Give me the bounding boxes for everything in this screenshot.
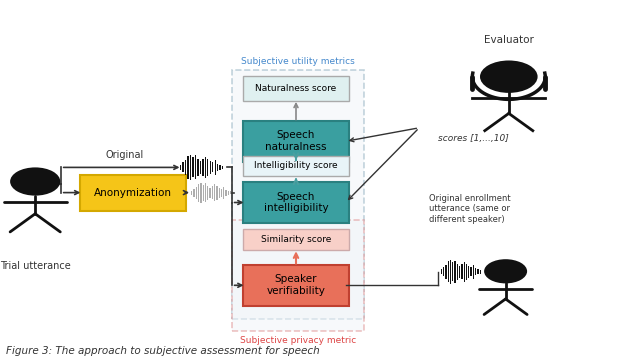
Bar <box>477 269 479 274</box>
Bar <box>223 187 225 199</box>
Bar <box>459 266 460 278</box>
Text: Speaker
verifiability: Speaker verifiability <box>267 274 325 296</box>
Bar <box>188 156 189 179</box>
Bar <box>216 186 218 199</box>
Bar <box>182 162 184 172</box>
FancyBboxPatch shape <box>243 121 349 162</box>
Text: Speech
intelligibility: Speech intelligibility <box>264 192 328 213</box>
Text: Figure 3: The approach to subjective assessment for speech: Figure 3: The approach to subjective ass… <box>6 346 320 356</box>
Bar <box>202 185 204 201</box>
FancyBboxPatch shape <box>243 156 349 176</box>
Bar <box>445 265 447 279</box>
Bar <box>207 158 209 176</box>
Bar <box>205 183 206 202</box>
Text: Original enrollment
utterance (same or
different speaker): Original enrollment utterance (same or d… <box>429 194 511 224</box>
Bar <box>192 157 194 177</box>
Circle shape <box>10 167 60 195</box>
Text: scores [1,...,10]: scores [1,...,10] <box>438 134 509 143</box>
Bar <box>447 261 449 282</box>
Text: Trial utterance: Trial utterance <box>0 261 70 271</box>
Bar <box>221 189 222 197</box>
FancyBboxPatch shape <box>80 175 186 211</box>
Bar <box>212 162 213 172</box>
Bar <box>200 183 202 202</box>
Text: Subjective privacy metric: Subjective privacy metric <box>240 336 356 345</box>
Bar <box>468 266 470 278</box>
Bar <box>473 265 474 279</box>
Bar <box>222 166 223 169</box>
Bar <box>214 160 216 175</box>
Bar <box>196 187 197 199</box>
Bar <box>185 160 186 175</box>
Bar <box>228 191 229 194</box>
Bar <box>466 264 467 280</box>
Bar <box>457 264 458 280</box>
Bar <box>200 161 201 174</box>
Bar <box>195 156 196 179</box>
Bar <box>475 268 476 275</box>
FancyBboxPatch shape <box>243 182 349 223</box>
Bar <box>193 189 195 197</box>
Bar <box>190 155 191 180</box>
Bar <box>441 269 442 274</box>
Bar <box>470 267 472 276</box>
Text: Speech
naturalness: Speech naturalness <box>265 130 327 152</box>
Text: Anonymization: Anonymization <box>94 188 172 198</box>
Text: Original: Original <box>106 150 144 160</box>
Text: Similarity score: Similarity score <box>261 235 331 244</box>
Bar <box>205 157 206 178</box>
Bar <box>232 220 364 331</box>
Bar <box>230 191 231 194</box>
Bar <box>212 186 213 199</box>
Text: Intelligibility score: Intelligibility score <box>254 161 338 170</box>
Bar <box>452 262 453 281</box>
Bar <box>197 158 198 176</box>
Bar <box>461 264 463 279</box>
Bar <box>443 267 444 276</box>
Circle shape <box>480 60 538 93</box>
FancyBboxPatch shape <box>243 229 349 250</box>
Bar <box>225 190 227 195</box>
Bar <box>209 188 211 198</box>
Circle shape <box>484 259 527 283</box>
Bar <box>180 165 181 170</box>
Bar <box>214 184 215 201</box>
Bar <box>454 261 456 283</box>
FancyBboxPatch shape <box>243 76 349 101</box>
Bar <box>463 262 465 282</box>
Bar <box>217 163 218 171</box>
Bar <box>209 161 211 174</box>
Bar <box>198 184 199 202</box>
Bar <box>232 70 364 319</box>
Bar <box>202 159 204 176</box>
Bar <box>207 186 209 199</box>
Bar <box>191 191 193 194</box>
Text: Naturalness score: Naturalness score <box>255 84 337 93</box>
Bar <box>479 270 481 274</box>
Bar <box>220 165 221 170</box>
FancyBboxPatch shape <box>243 265 349 306</box>
Text: Subjective utility metrics: Subjective utility metrics <box>241 57 355 66</box>
Text: Evaluator: Evaluator <box>484 35 534 45</box>
Bar <box>219 188 220 198</box>
Bar <box>450 260 451 284</box>
